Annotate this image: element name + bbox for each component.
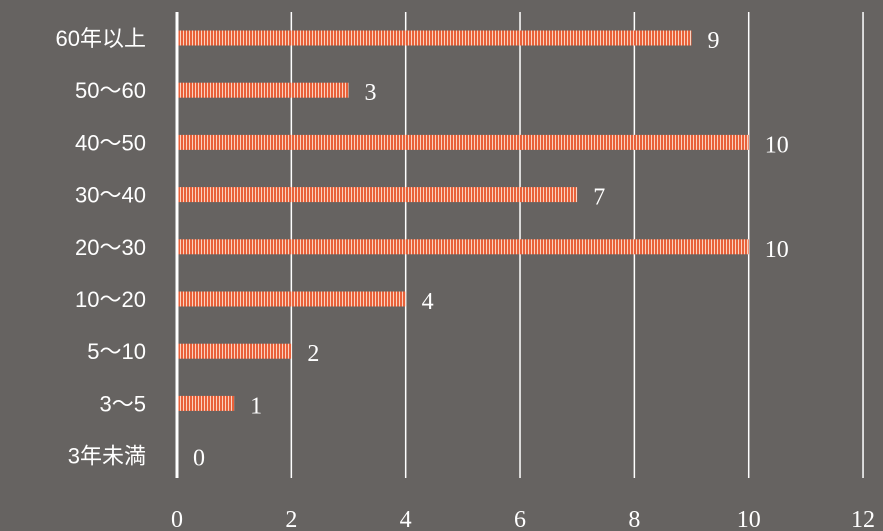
x-tick-label: 6 — [514, 507, 526, 531]
category-label: 50〜60 — [75, 78, 146, 103]
x-tick-label: 10 — [737, 507, 761, 531]
bar — [177, 30, 692, 46]
bar — [177, 82, 349, 98]
x-tick-label: 0 — [171, 507, 183, 531]
bar — [177, 291, 406, 307]
value-label: 7 — [593, 185, 605, 211]
value-label: 10 — [765, 132, 789, 158]
value-label: 3 — [365, 80, 377, 106]
value-label: 1 — [250, 393, 262, 419]
bar — [177, 239, 749, 255]
value-label: 4 — [422, 289, 434, 315]
category-label: 10〜20 — [75, 287, 146, 312]
x-tick-label: 2 — [285, 507, 297, 531]
value-label: 0 — [193, 446, 205, 472]
bars — [177, 30, 749, 411]
category-label: 3〜5 — [100, 391, 146, 416]
x-tick-label: 12 — [851, 507, 875, 531]
x-tick-labels: 0 2 4 6 8 10 12 — [171, 507, 875, 531]
bar — [177, 343, 292, 359]
category-labels: 60年以上 50〜60 40〜50 30〜40 20〜30 10〜20 5〜10 3〜5 3年未… — [56, 26, 146, 469]
category-label: 30〜40 — [75, 183, 146, 208]
value-label: 10 — [765, 237, 789, 263]
category-label: 60年以上 — [56, 26, 146, 51]
category-label: 5〜10 — [87, 339, 146, 364]
value-label: 2 — [307, 341, 319, 367]
bar — [177, 187, 578, 203]
category-label: 3年未満 — [68, 444, 146, 469]
x-tick-label: 4 — [400, 507, 412, 531]
bar — [177, 134, 749, 150]
x-tick-label: 8 — [628, 507, 640, 531]
value-label: 9 — [708, 28, 720, 54]
category-label: 40〜50 — [75, 130, 146, 155]
bar — [177, 395, 235, 411]
category-label: 20〜30 — [75, 235, 146, 260]
